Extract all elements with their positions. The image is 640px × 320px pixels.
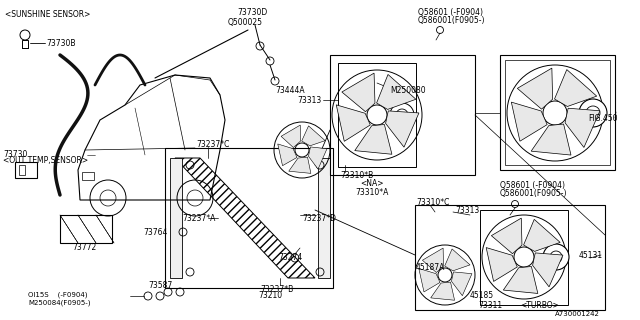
Polygon shape <box>422 248 444 273</box>
Bar <box>338 63 416 167</box>
Text: Q586001(F0905-): Q586001(F0905-) <box>500 188 568 197</box>
Text: Q586001(F0905-): Q586001(F0905-) <box>418 15 486 25</box>
Text: 73313: 73313 <box>298 95 322 105</box>
Polygon shape <box>451 272 472 296</box>
Bar <box>330 55 475 175</box>
Bar <box>60 215 112 243</box>
Polygon shape <box>554 69 596 107</box>
Text: 73772: 73772 <box>72 243 96 252</box>
Text: 73274: 73274 <box>278 253 302 262</box>
Text: 73730D: 73730D <box>237 7 268 17</box>
Text: 73237*C: 73237*C <box>196 140 229 148</box>
Text: Q500025: Q500025 <box>228 18 263 27</box>
Text: 73587: 73587 <box>148 281 172 290</box>
Text: 73210: 73210 <box>258 292 282 300</box>
Bar <box>500 55 615 170</box>
Bar <box>505 60 610 165</box>
Text: 73310*A: 73310*A <box>355 188 388 196</box>
Polygon shape <box>175 158 315 278</box>
Polygon shape <box>419 268 440 292</box>
Text: 73313: 73313 <box>455 205 479 214</box>
Circle shape <box>579 99 607 127</box>
Bar <box>165 148 333 288</box>
Text: 45131: 45131 <box>579 251 603 260</box>
Polygon shape <box>511 102 547 141</box>
Polygon shape <box>532 253 563 287</box>
Polygon shape <box>503 267 538 293</box>
Polygon shape <box>524 220 560 252</box>
Text: OI15S    (-F0904): OI15S (-F0904) <box>28 292 88 298</box>
Text: FIG.450: FIG.450 <box>589 114 618 123</box>
Polygon shape <box>289 157 311 173</box>
Text: Q58601 (-F0904): Q58601 (-F0904) <box>418 7 483 17</box>
Text: 73310*C: 73310*C <box>416 197 449 206</box>
Text: 73310*B: 73310*B <box>340 171 373 180</box>
Polygon shape <box>376 75 416 109</box>
Polygon shape <box>336 105 371 141</box>
Text: M250080: M250080 <box>390 85 426 94</box>
Bar <box>19 165 25 175</box>
Bar <box>82 172 94 180</box>
Bar <box>22 40 28 48</box>
Text: <OUT TEMP,SENSOR>: <OUT TEMP,SENSOR> <box>3 156 88 164</box>
Polygon shape <box>517 68 552 109</box>
Text: 45185: 45185 <box>470 291 494 300</box>
Text: 73730: 73730 <box>3 149 28 158</box>
Text: 73444A: 73444A <box>275 85 305 94</box>
Polygon shape <box>278 144 297 166</box>
Bar <box>480 210 568 305</box>
Polygon shape <box>531 124 571 155</box>
Text: <TURBO>: <TURBO> <box>520 301 559 310</box>
Polygon shape <box>492 218 522 254</box>
Bar <box>415 205 605 310</box>
Text: Q58601 (-F0904): Q58601 (-F0904) <box>500 180 565 189</box>
Polygon shape <box>355 124 392 154</box>
Text: 73764: 73764 <box>143 228 168 236</box>
Text: 73237*A: 73237*A <box>182 213 216 222</box>
Text: 73237*D: 73237*D <box>302 213 336 222</box>
Text: 73730B: 73730B <box>46 38 76 47</box>
Polygon shape <box>308 147 327 169</box>
Text: 73237*B: 73237*B <box>260 284 293 293</box>
Polygon shape <box>301 126 325 146</box>
Text: <NA>: <NA> <box>360 179 383 188</box>
Circle shape <box>390 103 414 127</box>
Text: 45187A: 45187A <box>416 263 445 273</box>
Polygon shape <box>565 108 600 148</box>
Bar <box>15 162 37 178</box>
Polygon shape <box>281 125 300 148</box>
Polygon shape <box>342 73 375 112</box>
Text: M250084(F0905-): M250084(F0905-) <box>28 300 90 306</box>
Bar <box>318 158 330 278</box>
Polygon shape <box>486 248 517 282</box>
Polygon shape <box>431 282 454 300</box>
Bar <box>170 158 182 278</box>
Text: <SUNSHINE SENSOR>: <SUNSHINE SENSOR> <box>5 10 90 19</box>
Text: 73311: 73311 <box>478 301 502 310</box>
Polygon shape <box>385 111 419 147</box>
Polygon shape <box>445 249 470 271</box>
Circle shape <box>543 244 569 270</box>
Text: A730001242: A730001242 <box>555 311 600 317</box>
